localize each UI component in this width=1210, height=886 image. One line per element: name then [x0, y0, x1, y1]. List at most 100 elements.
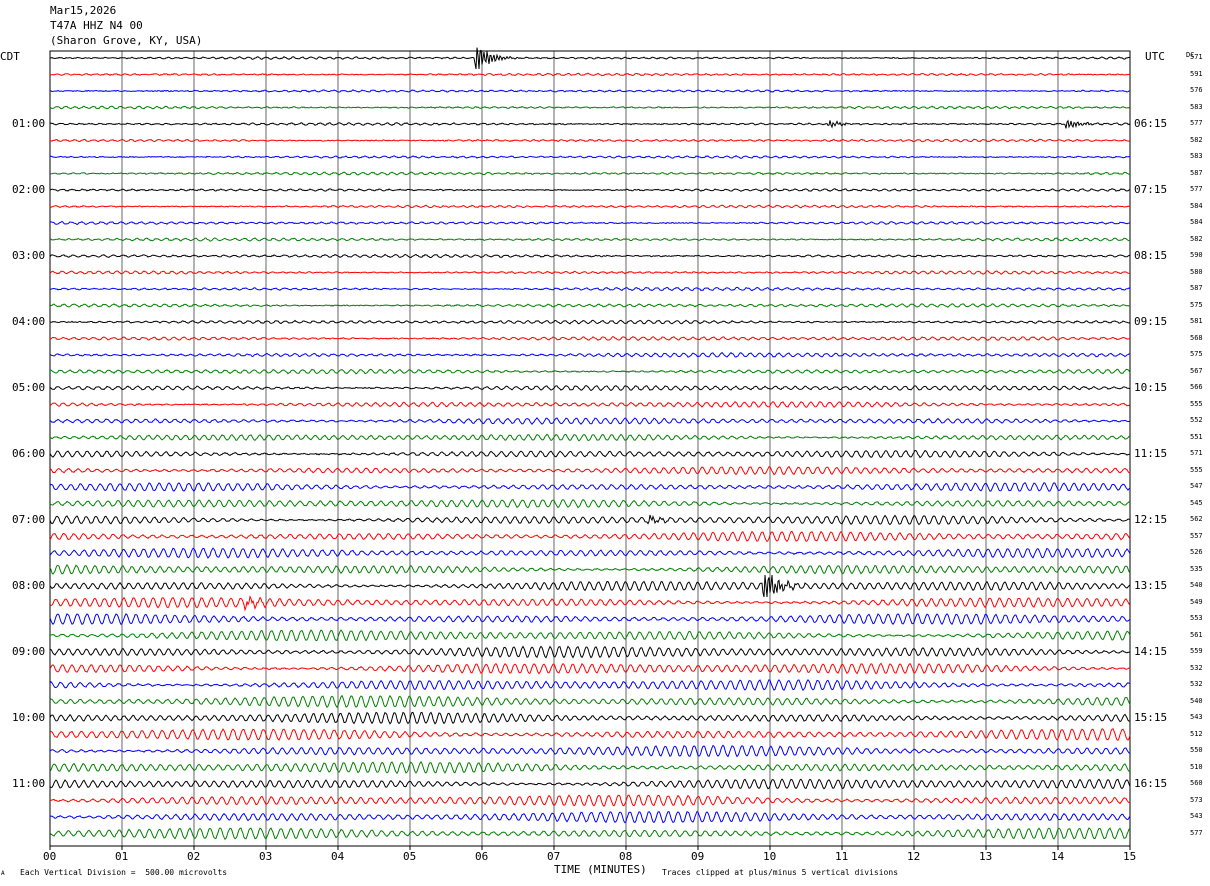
trace-line-row-44: [49, 778, 1131, 790]
trace-line-row-27: [49, 499, 1131, 509]
x-tick-label: 00: [43, 850, 57, 863]
x-tick-label: 13: [979, 850, 993, 863]
right-hour-label: 06:15: [1134, 117, 1168, 130]
x-tick-label: 06: [475, 850, 489, 863]
trace-line-row-37: [49, 662, 1131, 675]
dc-offset-label: 571: [1190, 449, 1203, 457]
left-hour-label: 02:00: [12, 183, 46, 196]
dc-offset-label: 559: [1190, 647, 1203, 655]
trace-line-row-34: [49, 612, 1131, 626]
left-hour-label: 05:00: [12, 381, 46, 394]
trace-line-row-38: [49, 678, 1131, 692]
x-tick-label: 01: [115, 850, 129, 863]
trace-line-row-43: [49, 760, 1131, 775]
right-hour-label: 16:15: [1134, 777, 1168, 790]
dc-offset-label: 571: [1190, 53, 1203, 61]
dc-offset-label: 575: [1190, 350, 1203, 358]
left-hour-label: 03:00: [12, 249, 46, 262]
dc-offset-label: 510: [1190, 762, 1203, 771]
left-hour-label: 08:00: [12, 579, 46, 592]
trace-line-row-25: [49, 465, 1130, 476]
trace-line-row-28: [49, 514, 1131, 526]
trace-line-row-36: [49, 645, 1131, 659]
left-timezone-label: CDT: [0, 50, 20, 63]
right-hour-label: 11:15: [1134, 447, 1168, 460]
x-tick-label: 15: [1123, 850, 1137, 863]
trace-line-row-23: [49, 433, 1131, 442]
x-tick-label: 08: [619, 850, 633, 863]
right-hour-label: 07:15: [1134, 183, 1168, 196]
trace-line-row-21: [49, 400, 1131, 409]
trace-line-row-26: [49, 481, 1131, 492]
dc-offset-label: 535: [1190, 564, 1203, 573]
right-hour-label: 15:15: [1134, 711, 1168, 724]
trace-line-row-22: [49, 417, 1131, 425]
dc-offset-label: 591: [1190, 69, 1203, 78]
dc-offset-label: 549: [1190, 597, 1203, 606]
trace-line-row-15: [49, 303, 1131, 308]
corner-mark: A: [1, 870, 5, 877]
trace-line-row-31: [49, 563, 1131, 575]
trace-line-row-46: [49, 810, 1131, 824]
x-tick-label: 11: [835, 850, 849, 863]
x-axis-ticks: [49, 846, 1131, 850]
trace-line-row-35: [49, 629, 1131, 642]
right-hour-label: 10:15: [1134, 381, 1168, 394]
dc-offset-label: 543: [1190, 812, 1203, 820]
dc-offset-label: 590: [1190, 251, 1203, 259]
trace-line-row-9: [49, 204, 1131, 209]
left-hour-label: 11:00: [12, 777, 46, 790]
trace-line-row-5: [49, 138, 1131, 143]
clip-note: Traces clipped at plus/minus 5 vertical …: [662, 868, 899, 877]
dc-offset-label: 555: [1190, 465, 1203, 474]
dc-offset-label: 547: [1190, 482, 1203, 490]
grid-lines: [49, 50, 1131, 847]
dc-offset-label: 562: [1190, 515, 1203, 523]
dc-offset-label: 577: [1190, 828, 1203, 837]
x-tick-label: 09: [691, 850, 705, 863]
trace-line-row-13: [49, 270, 1131, 275]
right-hour-label: 08:15: [1134, 249, 1168, 262]
dc-offset-label: 573: [1190, 795, 1203, 804]
trace-line-row-6: [49, 155, 1131, 159]
trace-line-row-30: [49, 547, 1131, 559]
dc-offset-label: 582: [1190, 234, 1203, 243]
trace-line-row-42: [49, 744, 1131, 758]
trace-line-row-8: [49, 188, 1131, 192]
trace-line-row-3: [49, 105, 1131, 110]
trace-line-row-7: [49, 171, 1131, 176]
trace-line-row-33: [49, 595, 1131, 612]
trace-line-row-14: [49, 286, 1131, 292]
dc-offset-label: 576: [1190, 86, 1203, 94]
dc-offset-label: 561: [1190, 630, 1203, 639]
trace-line-row-19: [50, 368, 1131, 375]
dc-offset-label: 581: [1190, 317, 1203, 325]
trace-line-row-0: [49, 47, 1131, 70]
dc-offset-label: 583: [1190, 152, 1203, 160]
dc-offset-label: 552: [1190, 416, 1203, 424]
trace-line-row-41: [49, 728, 1131, 741]
dc-offset-label: 555: [1190, 399, 1203, 408]
dc-offset-label: 575: [1190, 300, 1203, 309]
trace-line-row-20: [49, 385, 1131, 392]
dc-offset-label: 583: [1190, 102, 1203, 111]
x-tick-label: 12: [907, 850, 921, 863]
left-hour-label: 06:00: [12, 447, 46, 460]
dc-offset-label: 566: [1190, 383, 1203, 391]
dc-offset-label: 584: [1190, 218, 1203, 226]
dc-offset-label: 567: [1190, 366, 1203, 375]
trace-line-row-17: [50, 335, 1131, 342]
dc-offset-label: 540: [1190, 581, 1203, 589]
dc-offset-label: 577: [1190, 119, 1203, 127]
header-location: (Sharon Grove, KY, USA): [50, 34, 203, 47]
header-date: Mar15,2026: [50, 4, 117, 17]
right-hour-label: 14:15: [1134, 645, 1168, 658]
x-tick-label: 02: [187, 850, 201, 863]
dc-offset-label: 568: [1190, 333, 1203, 342]
trace-line-row-39: [49, 694, 1131, 709]
dc-offset-label: 560: [1190, 779, 1203, 787]
dc-offset-label: 580: [1190, 267, 1203, 276]
x-tick-label: 03: [259, 850, 273, 863]
left-hour-label: 10:00: [12, 711, 46, 724]
